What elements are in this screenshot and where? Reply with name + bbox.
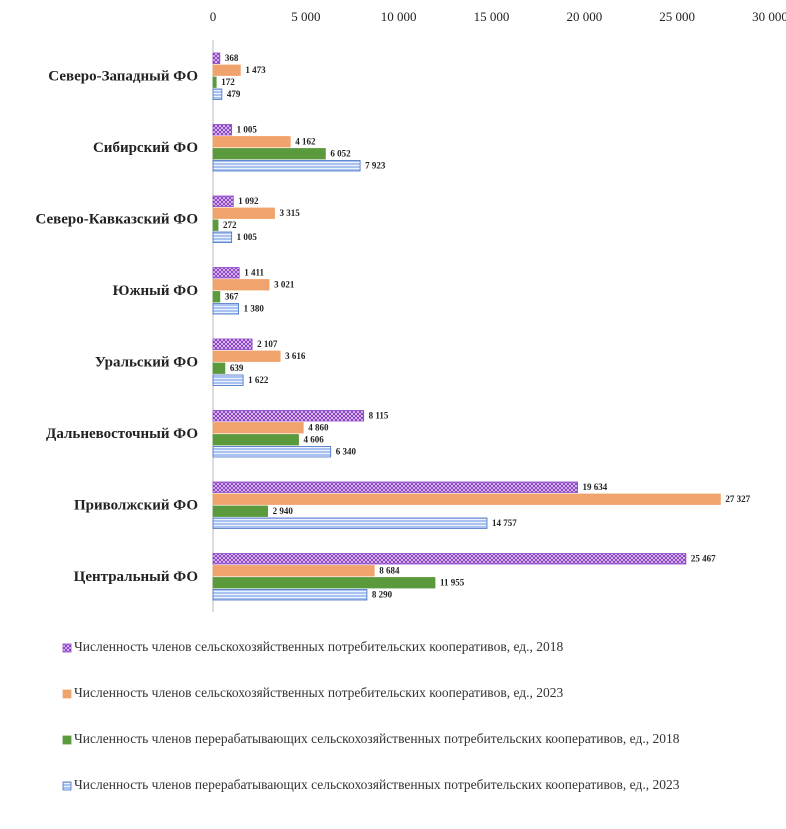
value-label: 14 757 <box>492 518 517 528</box>
x-tick-label: 15 000 <box>474 9 510 24</box>
value-label: 8 684 <box>379 565 400 575</box>
legend-marker <box>62 643 72 653</box>
bar <box>212 291 221 303</box>
legend-label: Численность членов перерабатывающих сель… <box>74 777 680 792</box>
bar <box>212 303 240 315</box>
bar <box>212 481 578 493</box>
bar <box>212 160 361 172</box>
value-label: 1 005 <box>237 232 258 242</box>
value-label: 19 634 <box>583 482 608 492</box>
bar <box>212 434 299 446</box>
category-label: Дальневосточный ФО <box>46 426 198 442</box>
value-label: 639 <box>230 363 244 373</box>
value-label: 6 052 <box>330 148 351 158</box>
value-label: 2 107 <box>257 339 278 349</box>
bar <box>212 231 233 243</box>
value-label: 172 <box>221 77 235 87</box>
x-tick-label: 0 <box>210 9 217 24</box>
bar <box>212 422 304 434</box>
bar <box>212 338 253 350</box>
x-tick-label: 25 000 <box>659 9 695 24</box>
value-label: 8 115 <box>369 410 389 420</box>
bar <box>212 52 221 64</box>
bar <box>212 589 368 601</box>
value-label: 1 622 <box>248 375 269 385</box>
bar <box>212 374 244 386</box>
bar <box>212 195 234 207</box>
value-label: 1 411 <box>244 267 264 277</box>
bar <box>212 64 241 76</box>
value-label: 4 162 <box>295 136 316 146</box>
bar <box>212 267 240 279</box>
category-label: Сибирский ФО <box>93 140 198 156</box>
value-label: 1 092 <box>238 196 259 206</box>
bar <box>212 565 375 577</box>
x-tick-label: 5 000 <box>291 9 320 24</box>
legend-marker <box>62 781 72 791</box>
category-label: Северо-Западный ФО <box>48 68 198 84</box>
legend-label: Численность членов перерабатывающих сель… <box>74 731 680 746</box>
legend-marker <box>62 689 72 699</box>
bar <box>212 207 275 219</box>
value-label: 4 860 <box>308 422 329 432</box>
legend-label: Численность членов сельскохозяйственных … <box>74 685 564 700</box>
bar <box>212 219 219 231</box>
value-label: 367 <box>225 291 239 301</box>
x-tick-label: 20 000 <box>566 9 602 24</box>
value-label: 1 380 <box>244 303 265 313</box>
value-label: 25 467 <box>691 553 716 563</box>
value-label: 3 315 <box>280 208 301 218</box>
value-label: 1 005 <box>237 124 258 134</box>
value-label: 4 606 <box>304 434 325 444</box>
value-label: 27 327 <box>725 494 750 504</box>
bar <box>212 446 332 458</box>
value-label: 8 290 <box>372 589 393 599</box>
value-label: 2 940 <box>273 506 294 516</box>
category-label: Северо-Кавказский ФО <box>35 211 198 227</box>
bar <box>212 410 365 422</box>
value-label: 11 955 <box>440 577 465 587</box>
bar <box>212 505 268 517</box>
bar <box>212 517 488 529</box>
bar <box>212 136 291 148</box>
bar <box>212 76 217 88</box>
value-label: 6 340 <box>336 446 357 456</box>
bar <box>212 148 326 160</box>
category-label: Уральский ФО <box>95 354 198 370</box>
bar <box>212 279 270 291</box>
value-label: 368 <box>225 53 239 63</box>
bar <box>212 577 436 589</box>
value-label: 3 616 <box>285 351 306 361</box>
value-label: 1 473 <box>245 65 266 75</box>
x-tick-label: 30 000 <box>752 9 786 24</box>
bar <box>212 350 281 362</box>
bar <box>212 124 233 136</box>
category-label: Центральный ФО <box>74 569 198 585</box>
value-label: 272 <box>223 220 237 230</box>
bar <box>212 88 223 100</box>
legend-label: Численность членов сельскохозяйственных … <box>74 639 564 654</box>
legend-marker <box>62 735 72 745</box>
category-label: Приволжский ФО <box>74 497 198 513</box>
bar <box>212 493 721 505</box>
bar <box>212 362 226 374</box>
x-tick-label: 10 000 <box>381 9 417 24</box>
value-label: 7 923 <box>365 160 386 170</box>
value-label: 479 <box>227 89 241 99</box>
value-label: 3 021 <box>274 279 295 289</box>
category-label: Южный ФО <box>113 283 198 299</box>
bar <box>212 553 687 565</box>
